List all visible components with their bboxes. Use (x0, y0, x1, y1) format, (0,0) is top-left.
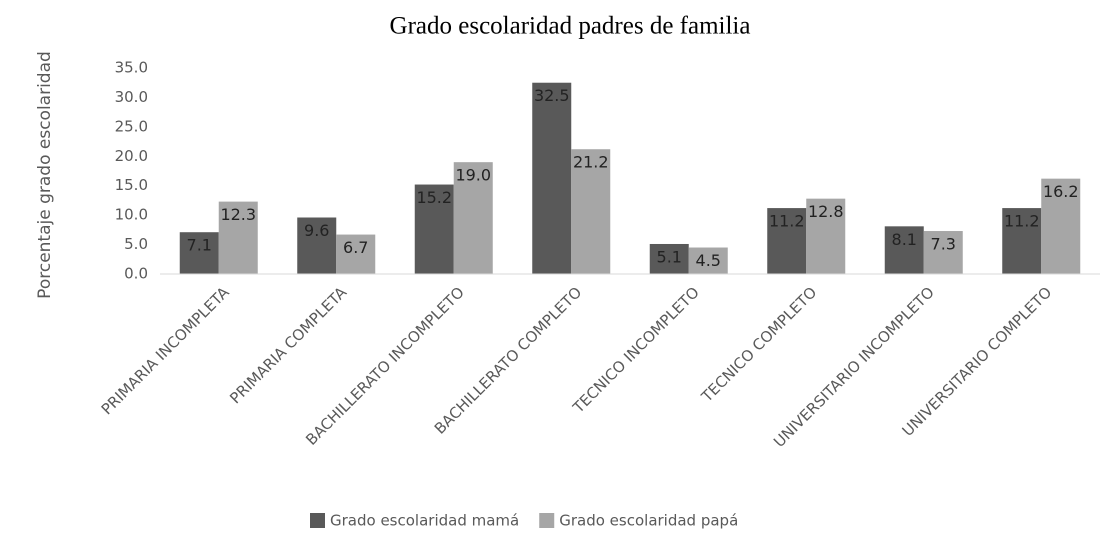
data-label: 12.8 (808, 202, 844, 221)
x-tick-label: TECNICO COMPLETO (697, 283, 820, 406)
data-label: 11.2 (1004, 212, 1040, 231)
data-label: 32.5 (534, 86, 570, 105)
legend-swatch (310, 513, 325, 528)
bar (532, 82, 572, 274)
bar (571, 149, 611, 274)
x-tick-label: TECNICO INCOMPLETO (569, 283, 703, 417)
bar (923, 231, 963, 274)
x-tick-label: PRIMARIA COMPLETA (226, 283, 351, 408)
bar (414, 184, 454, 274)
bar (1002, 208, 1042, 274)
y-tick-label: 0.0 (124, 265, 148, 283)
data-label: 16.2 (1043, 182, 1079, 201)
bar (218, 201, 258, 274)
bar (1041, 178, 1081, 274)
data-label: 21.2 (573, 153, 609, 172)
y-tick-label: 35.0 (115, 59, 148, 77)
bar (179, 232, 219, 274)
data-label: 4.5 (696, 251, 721, 270)
y-tick-label: 20.0 (115, 147, 148, 165)
data-label: 12.3 (220, 205, 256, 224)
data-label: 6.7 (343, 238, 368, 257)
bar (336, 234, 376, 274)
data-label: 11.2 (769, 212, 805, 231)
y-axis-label: Porcentaje grado escolaridad (35, 51, 55, 299)
data-label: 8.1 (892, 230, 917, 249)
legend-label: Grado escolaridad papá (559, 512, 738, 530)
y-tick-label: 15.0 (115, 176, 148, 194)
data-label: 5.1 (657, 247, 682, 266)
bar (806, 198, 846, 274)
y-tick-label: 30.0 (115, 88, 148, 106)
data-label: 19.0 (455, 166, 491, 185)
data-label: 7.1 (187, 236, 212, 255)
legend-label: Grado escolaridad mamá (330, 512, 519, 530)
y-tick-label: 10.0 (115, 206, 148, 224)
data-label: 15.2 (416, 188, 452, 207)
y-tick-label: 5.0 (124, 235, 148, 253)
x-tick-label: PRIMARIA INCOMPLETA (98, 283, 234, 419)
legend-swatch (539, 513, 555, 528)
data-label: 7.3 (931, 235, 956, 254)
data-label: 9.6 (304, 221, 329, 240)
bar (649, 243, 689, 274)
chart-title: Grado escolaridad padres de familia (390, 13, 751, 40)
y-tick-label: 25.0 (115, 117, 148, 135)
bar (453, 162, 493, 274)
bar (767, 208, 807, 274)
bar (297, 217, 337, 274)
bar (688, 247, 728, 274)
bar (884, 226, 924, 274)
